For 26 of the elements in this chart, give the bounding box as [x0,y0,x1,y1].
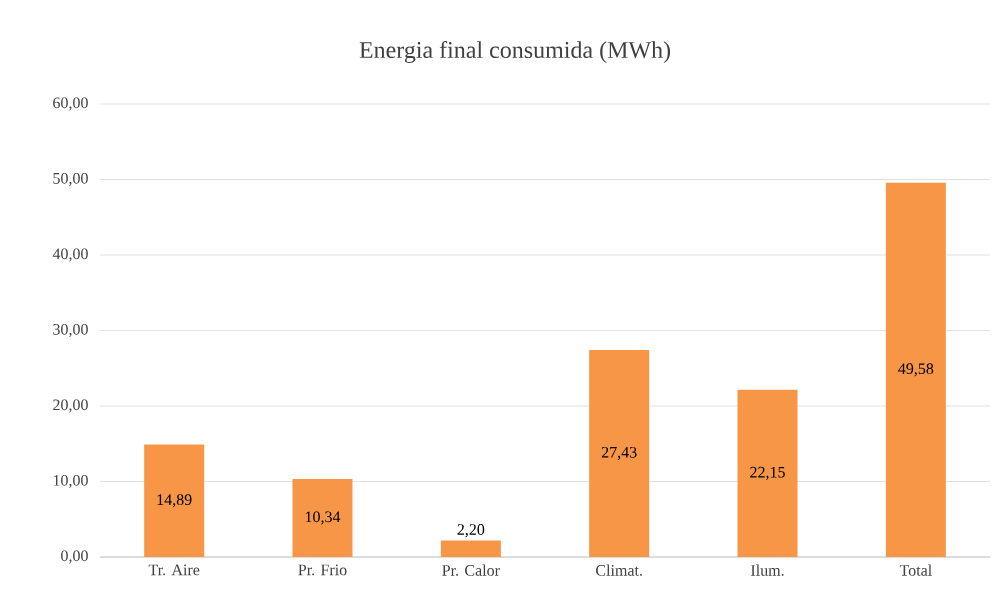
x-tick-label: Pr. Calor [442,564,500,576]
bar [292,478,353,557]
data-label: 2,20 [457,524,485,538]
x-tick-label: Ilum. [750,564,784,576]
bar [144,444,205,557]
y-tick-label: 50,00 [53,172,88,187]
data-label: 22,15 [750,466,785,480]
y-tick-label: 20,00 [53,399,88,413]
y-tick-label: 60,00 [53,97,88,111]
y-tick-label: 40,00 [52,248,88,262]
data-label: 49,58 [898,363,934,377]
y-tick-label: 30,00 [53,323,88,338]
x-tick-label: Pr. Frio [298,564,347,576]
x-tick-label: Total [899,564,932,576]
chart-title: Energia final consumida (MWh) [359,40,671,64]
bar [440,540,501,557]
y-tick-label: 10,00 [53,474,88,489]
bar [589,349,650,557]
data-label: 10,34 [305,511,341,525]
data-label: 27,43 [601,446,637,460]
bar [737,389,798,557]
y-tick-label: 0,00 [61,550,88,564]
data-label: 14,89 [157,494,192,508]
bar [885,182,946,557]
x-tick-label: Climat. [596,564,642,576]
x-tick-label: Tr. Aire [148,564,200,576]
